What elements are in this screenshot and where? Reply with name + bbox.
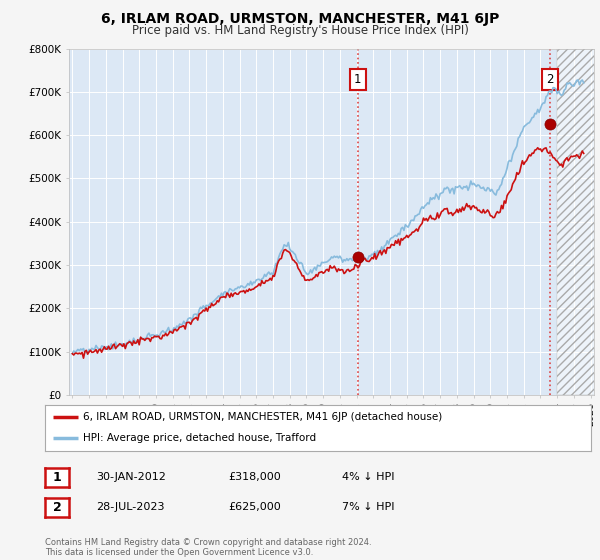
Text: 1: 1	[53, 470, 61, 484]
Text: 4% ↓ HPI: 4% ↓ HPI	[342, 472, 395, 482]
Text: £318,000: £318,000	[228, 472, 281, 482]
Text: 6, IRLAM ROAD, URMSTON, MANCHESTER, M41 6JP (detached house): 6, IRLAM ROAD, URMSTON, MANCHESTER, M41 …	[83, 412, 442, 422]
Text: 2: 2	[547, 73, 554, 86]
Text: HPI: Average price, detached house, Trafford: HPI: Average price, detached house, Traf…	[83, 433, 316, 444]
Text: 2: 2	[53, 501, 61, 514]
Text: £625,000: £625,000	[228, 502, 281, 512]
Text: 6, IRLAM ROAD, URMSTON, MANCHESTER, M41 6JP: 6, IRLAM ROAD, URMSTON, MANCHESTER, M41 …	[101, 12, 499, 26]
Text: 30-JAN-2012: 30-JAN-2012	[96, 472, 166, 482]
Polygon shape	[557, 49, 599, 395]
Text: 7% ↓ HPI: 7% ↓ HPI	[342, 502, 395, 512]
Text: 28-JUL-2023: 28-JUL-2023	[96, 502, 164, 512]
Text: Price paid vs. HM Land Registry's House Price Index (HPI): Price paid vs. HM Land Registry's House …	[131, 24, 469, 36]
Text: Contains HM Land Registry data © Crown copyright and database right 2024.
This d: Contains HM Land Registry data © Crown c…	[45, 538, 371, 557]
Text: 1: 1	[354, 73, 362, 86]
